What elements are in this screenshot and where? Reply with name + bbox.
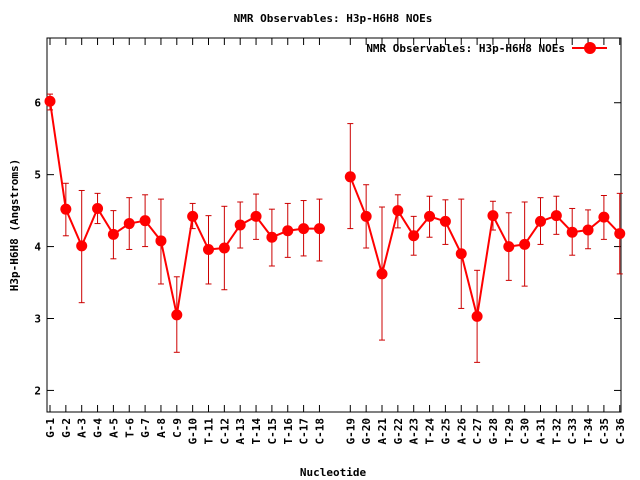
x-tick-label: T-29 bbox=[503, 418, 516, 445]
x-tick-label: G-19 bbox=[344, 418, 357, 445]
x-tick-label: C-30 bbox=[519, 418, 532, 445]
data-point bbox=[487, 210, 499, 222]
data-point bbox=[550, 210, 562, 222]
data-point bbox=[503, 241, 515, 253]
data-point bbox=[123, 218, 135, 230]
x-tick-label: A-8 bbox=[155, 418, 168, 438]
plot-frame bbox=[46, 37, 622, 413]
data-point bbox=[234, 219, 246, 231]
x-tick-label: T-24 bbox=[424, 418, 437, 445]
x-tick-label: G-4 bbox=[92, 418, 105, 438]
data-point bbox=[76, 240, 88, 252]
data-point bbox=[376, 268, 388, 280]
data-point bbox=[60, 203, 72, 215]
data-point bbox=[313, 223, 325, 235]
data-point bbox=[266, 231, 278, 243]
data-point bbox=[519, 238, 531, 250]
x-tick-label: A-3 bbox=[76, 418, 89, 438]
data-point bbox=[582, 224, 594, 236]
legend: NMR Observables: H3p-H6H8 NOEs bbox=[366, 42, 607, 55]
legend-marker-swatch bbox=[584, 42, 596, 54]
chart-title: NMR Observables: H3p-H6H8 NOEs bbox=[234, 12, 433, 25]
data-point bbox=[187, 210, 199, 222]
data-point bbox=[360, 210, 372, 222]
data-point bbox=[424, 210, 436, 222]
x-tick-label: T-6 bbox=[123, 418, 136, 438]
data-point bbox=[155, 235, 167, 247]
x-tick-label: C-36 bbox=[614, 418, 627, 445]
data-point bbox=[203, 243, 214, 255]
x-tick-label: G-1 bbox=[44, 418, 57, 438]
x-tick-label: G-22 bbox=[392, 418, 405, 445]
y-axis-label: H3p-H6H8 (Angstroms) bbox=[8, 159, 21, 291]
y-tick-label: 3 bbox=[34, 313, 41, 326]
x-tick-label: T-32 bbox=[550, 418, 563, 445]
x-axis-label: Nucleotide bbox=[300, 466, 367, 479]
data-point bbox=[408, 230, 420, 242]
x-tick-label: G-28 bbox=[487, 418, 500, 445]
y-tick-label: 4 bbox=[34, 241, 41, 254]
legend-entry-label: NMR Observables: H3p-H6H8 NOEs bbox=[366, 42, 565, 55]
x-tick-label: A-26 bbox=[455, 418, 468, 445]
x-tick-label: A-13 bbox=[234, 418, 247, 445]
x-tick-label: C-15 bbox=[266, 418, 279, 445]
data-point bbox=[107, 228, 119, 240]
x-tick-label: C-18 bbox=[313, 418, 326, 445]
data-points bbox=[44, 95, 626, 322]
data-point bbox=[218, 242, 230, 254]
y-tick-label: 5 bbox=[34, 169, 41, 182]
data-point bbox=[439, 215, 451, 227]
data-point bbox=[171, 309, 183, 321]
x-tick-label: T-11 bbox=[203, 418, 216, 445]
data-point bbox=[566, 226, 578, 238]
data-point bbox=[250, 210, 262, 222]
data-point bbox=[614, 228, 626, 240]
x-tick-label: G-25 bbox=[439, 418, 452, 445]
data-point bbox=[139, 215, 151, 227]
x-tick-label: T-34 bbox=[582, 418, 595, 445]
data-point bbox=[535, 215, 546, 227]
x-tick-label: C-27 bbox=[471, 418, 484, 445]
data-point bbox=[92, 202, 104, 214]
x-tick-label: C-33 bbox=[566, 418, 579, 445]
data-point bbox=[455, 248, 467, 260]
x-tick-label: T-16 bbox=[282, 418, 295, 445]
x-tick-label: C-9 bbox=[171, 418, 184, 438]
x-tick-label: G-20 bbox=[360, 418, 373, 445]
x-tick-label: G-2 bbox=[60, 418, 73, 438]
data-point bbox=[392, 205, 404, 217]
x-tick-label: C-35 bbox=[598, 418, 611, 445]
x-tick-label: C-12 bbox=[218, 418, 231, 445]
x-tick-label: A-21 bbox=[376, 418, 389, 445]
data-point bbox=[471, 310, 483, 322]
data-point bbox=[598, 211, 610, 223]
data-point bbox=[298, 223, 310, 235]
x-tick-label: T-14 bbox=[250, 418, 263, 445]
y-tick-label: 6 bbox=[34, 97, 41, 110]
y-tick-label: 2 bbox=[34, 384, 41, 397]
data-point bbox=[344, 171, 356, 183]
x-tick-label: A-23 bbox=[408, 418, 421, 445]
x-tick-label: G-7 bbox=[139, 418, 152, 438]
x-tick-label: A-31 bbox=[535, 418, 548, 445]
data-point bbox=[44, 95, 56, 107]
axes-layer: 2 3 4 5 6 G-1 G-2 A-3 G-4 A-5 T-6 G-7 A-8 C-9 G-10 T-11… bbox=[34, 38, 627, 445]
data-point bbox=[282, 225, 294, 237]
x-tick-label: C-17 bbox=[298, 418, 311, 445]
x-tick-label: A-5 bbox=[107, 418, 120, 438]
x-tick-label: G-10 bbox=[187, 418, 200, 445]
